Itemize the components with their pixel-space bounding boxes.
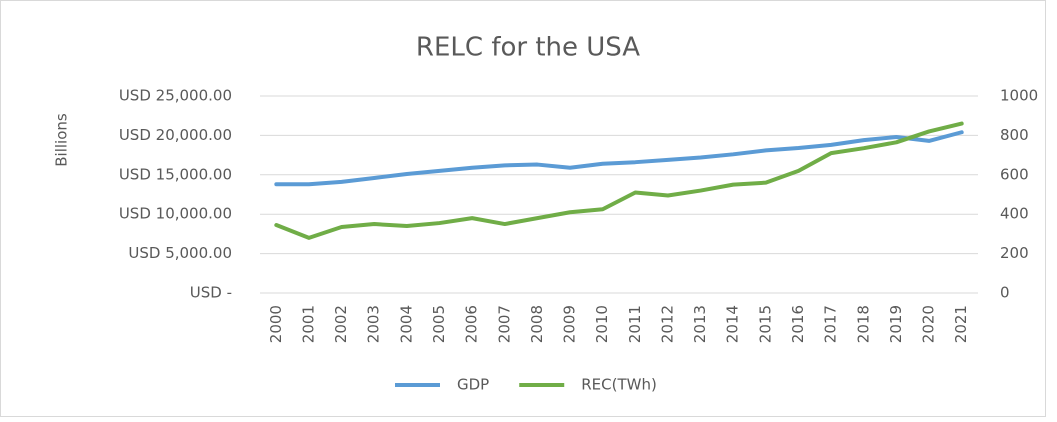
x-tick-label: 2021 [952,305,970,343]
x-tick-label: 2000 [267,305,285,343]
y-tick-label: USD 15,000.00 [119,165,232,183]
legend-label: REC(TWh) [581,376,657,394]
y2-tick-label: 800 [1000,126,1029,144]
y2-tick-label: 200 [1000,244,1029,262]
legend-label: GDP [457,376,489,394]
y-tick-label: USD 20,000.00 [119,126,232,144]
x-tick-label: 2018 [854,305,872,343]
x-tick-label: 2003 [365,305,383,343]
y2-tick-label: 1000 [1000,87,1038,105]
x-tick-label: 2001 [299,305,317,343]
chart-title: RELC for the USA [416,33,640,63]
x-tick-label: 2008 [528,305,546,343]
y2-tick-label: 600 [1000,165,1029,183]
series-line [274,130,964,187]
x-tick-label: 2004 [397,305,415,343]
series-line [274,121,964,240]
x-tick-label: 2016 [789,305,807,343]
x-tick-label: 2013 [691,305,709,343]
y2-tick-label: 0 [1000,284,1010,302]
x-tick-label: 2002 [332,305,350,343]
x-tick-label: 2010 [593,305,611,343]
chart-frame [0,0,1046,417]
x-tick-label: 2014 [724,305,742,343]
y-tick-label: USD 5,000.00 [128,244,232,262]
y-tick-label: USD 10,000.00 [119,205,232,223]
x-tick-label: 2011 [626,305,644,343]
x-tick-label: 2012 [658,305,676,343]
y-axis-label: Billions [53,113,71,167]
x-tick-label: 2020 [920,305,938,343]
y-tick-label: USD - [190,284,232,302]
y2-tick-label: 400 [1000,205,1029,223]
x-tick-label: 2009 [561,305,579,343]
x-tick-label: 2005 [430,305,448,343]
x-tick-label: 2019 [887,305,905,343]
x-tick-label: 2006 [463,305,481,343]
x-tick-label: 2007 [495,305,513,343]
y-tick-label: USD 25,000.00 [119,87,232,105]
x-tick-label: 2017 [822,305,840,343]
x-tick-label: 2015 [756,305,774,343]
